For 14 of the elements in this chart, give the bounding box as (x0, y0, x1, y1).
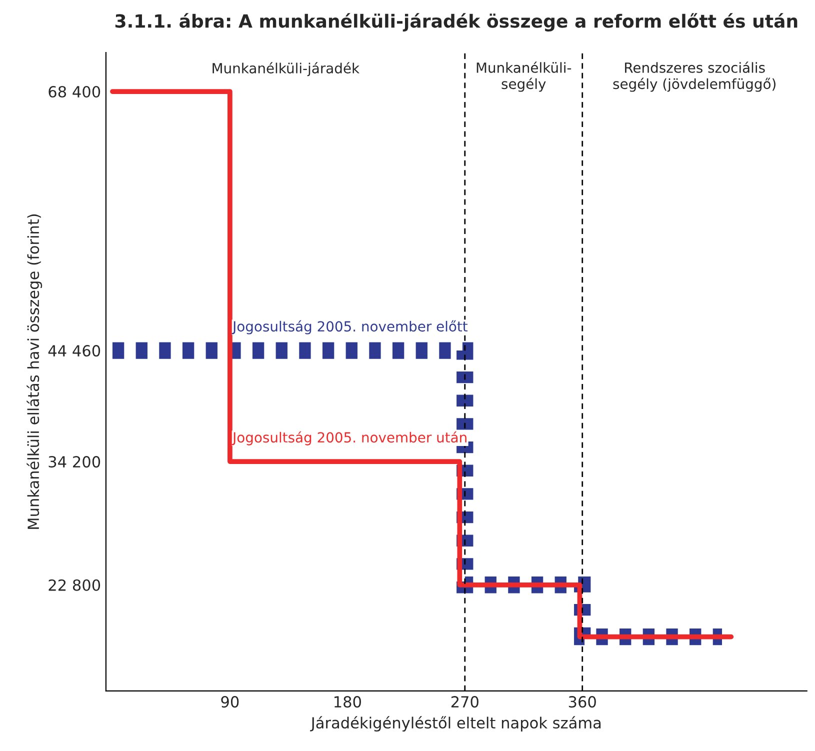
y-tick-label: 22 800 (48, 579, 100, 591)
x-tick-label: 90 (221, 696, 239, 708)
chart-title: 3.1.1. ábra: A munkanélküli-járadék összege a reform előtt és után (115, 13, 798, 32)
y-axis-title: Munkanélküli ellátás havi összege (forint) (26, 214, 42, 529)
x-axis-title: Járadékigényléstől eltelt napok száma (310, 716, 601, 732)
x-tick-label: 270 (451, 696, 478, 708)
x-tick-label: 180 (334, 696, 361, 708)
annotation: Munkanélküli- segély (476, 62, 572, 92)
annotation: Munkanélküli-járadék (212, 62, 360, 76)
annotation: Rendszeres szociális segély (jövdelemfüggő) (613, 62, 776, 92)
y-tick-label: 44 460 (48, 345, 100, 357)
x-tick-label: 360 (568, 696, 596, 708)
y-tick-label: 68 400 (48, 86, 100, 98)
y-tick-label: 34 200 (48, 456, 100, 468)
